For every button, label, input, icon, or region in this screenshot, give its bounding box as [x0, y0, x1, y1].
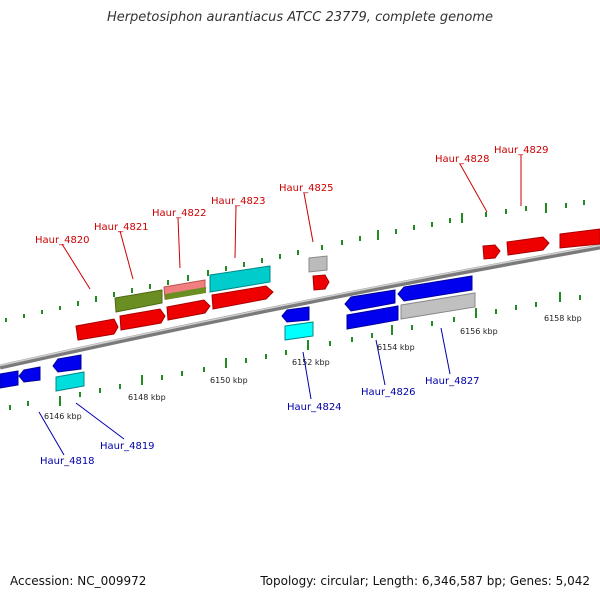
scale-label-6152: 6152 kbp — [292, 358, 330, 367]
gene-haur-4818-left[interactable] — [0, 370, 19, 389]
gene-label-haur-4827[interactable]: Haur_4827 — [425, 376, 480, 387]
scale-label-6158: 6158 kbp — [544, 314, 582, 323]
gene-haur-4819[interactable] — [52, 354, 82, 373]
gene-label-haur-4820[interactable]: Haur_4820 — [35, 235, 90, 246]
gene-haur-4827[interactable] — [397, 275, 473, 302]
gene-label-haur-4819[interactable]: Haur_4819 — [100, 441, 155, 452]
gene-label-haur-4823[interactable]: Haur_4823 — [211, 196, 266, 207]
gene-haur-4827-gray[interactable] — [400, 292, 476, 320]
gene-haur-4819-cyan[interactable] — [55, 371, 85, 392]
gene-label-haur-4828[interactable]: Haur_4828 — [435, 154, 490, 165]
label-leaders-top — [61, 155, 522, 290]
gene-haur-4824-cyan[interactable] — [284, 321, 314, 341]
gene-haur-4818[interactable] — [18, 366, 41, 383]
gene-haur-4826[interactable] — [344, 289, 396, 312]
gene-label-haur-4818[interactable]: Haur_4818 — [40, 456, 95, 467]
gene-haur-4823-red[interactable] — [211, 285, 274, 310]
gene-label-haur-4824[interactable]: Haur_4824 — [287, 402, 342, 413]
gene-label-haur-4826[interactable]: Haur_4826 — [361, 387, 416, 398]
gene-haur-4823[interactable] — [209, 265, 271, 293]
gene-haur-4820[interactable] — [75, 318, 119, 341]
gene-haur-4829[interactable] — [506, 236, 550, 256]
tick-track-lower — [9, 292, 581, 410]
accession-text: Accession: NC_009972 — [10, 574, 147, 588]
scale-label-6148: 6148 kbp — [128, 393, 166, 402]
label-leaders-bottom — [38, 327, 451, 456]
gene-haur-4824[interactable] — [281, 306, 310, 323]
scale-label-6150: 6150 kbp — [210, 376, 248, 385]
genome-summary-text: Topology: circular; Length: 6,346,587 bp… — [260, 574, 590, 588]
scale-label-6156: 6156 kbp — [460, 327, 498, 336]
gene-label-haur-4829[interactable]: Haur_4829 — [494, 145, 549, 156]
forward-genes — [75, 228, 600, 341]
scale-label-6146: 6146 kbp — [44, 412, 82, 421]
scale-label-6154: 6154 kbp — [377, 343, 415, 352]
gene-haur-4821[interactable] — [114, 289, 163, 313]
gene-haur-4822-red[interactable] — [166, 299, 211, 321]
gene-haur-4822-olive[interactable] — [165, 287, 206, 300]
gene-haur-4821-lower[interactable] — [119, 308, 166, 331]
gene-haur-4828[interactable] — [482, 244, 501, 260]
reverse-genes — [0, 275, 476, 392]
gene-haur-4826-lower[interactable] — [346, 305, 399, 330]
gene-label-haur-4825[interactable]: Haur_4825 — [279, 183, 334, 194]
genome-backbone — [0, 244, 600, 370]
gene-label-haur-4821[interactable]: Haur_4821 — [94, 222, 149, 233]
gene-next-right[interactable] — [559, 228, 600, 249]
tick-track-upper — [5, 200, 585, 322]
gene-haur-4825-gray[interactable] — [308, 255, 328, 273]
gene-label-haur-4822[interactable]: Haur_4822 — [152, 208, 207, 219]
gene-haur-4825[interactable] — [312, 274, 330, 291]
map-title: Herpetosiphon aurantiacus ATCC 23779, co… — [106, 10, 494, 25]
